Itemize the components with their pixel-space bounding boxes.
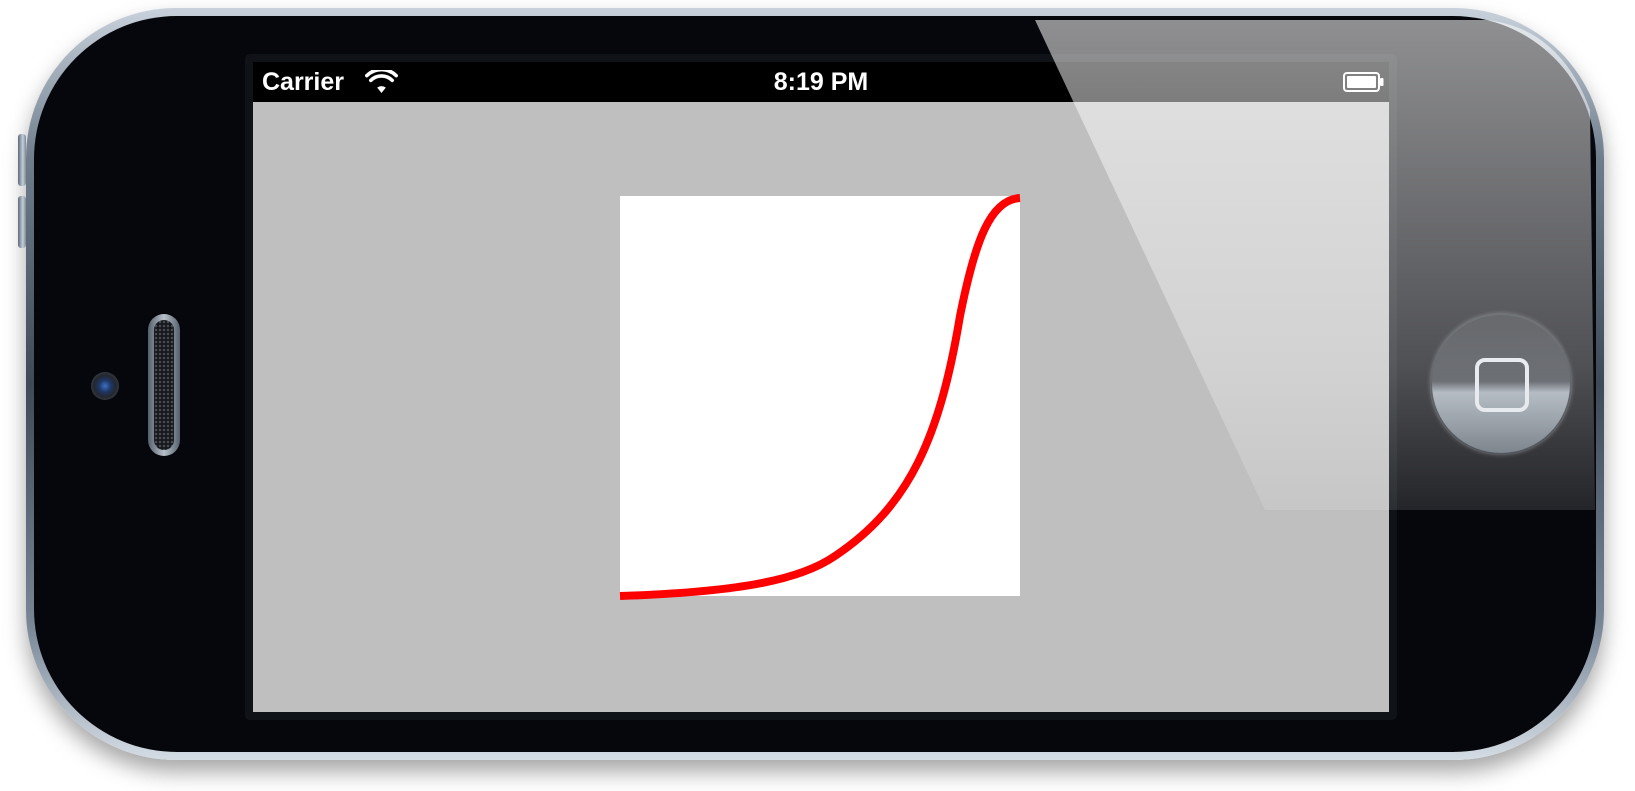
device-screen: Carrier 8:19 PM (253, 62, 1389, 712)
status-time: 8:19 PM (773, 68, 869, 96)
earpiece-speaker (148, 314, 180, 456)
curve-view (619, 194, 1021, 600)
app-content-area (253, 102, 1389, 712)
curve-view-background (620, 196, 1020, 596)
home-square-icon (1475, 358, 1529, 412)
front-camera-icon (91, 372, 119, 400)
volume-up-button (18, 134, 26, 186)
carrier-label: Carrier (262, 68, 344, 96)
status-bar: Carrier 8:19 PM (253, 62, 1389, 102)
home-button[interactable] (1430, 313, 1572, 455)
red-ease-curve (619, 194, 1021, 600)
speaker-grille (154, 320, 174, 450)
wifi-icon (365, 70, 398, 93)
volume-down-button (18, 196, 26, 248)
battery-icon (1343, 72, 1384, 92)
